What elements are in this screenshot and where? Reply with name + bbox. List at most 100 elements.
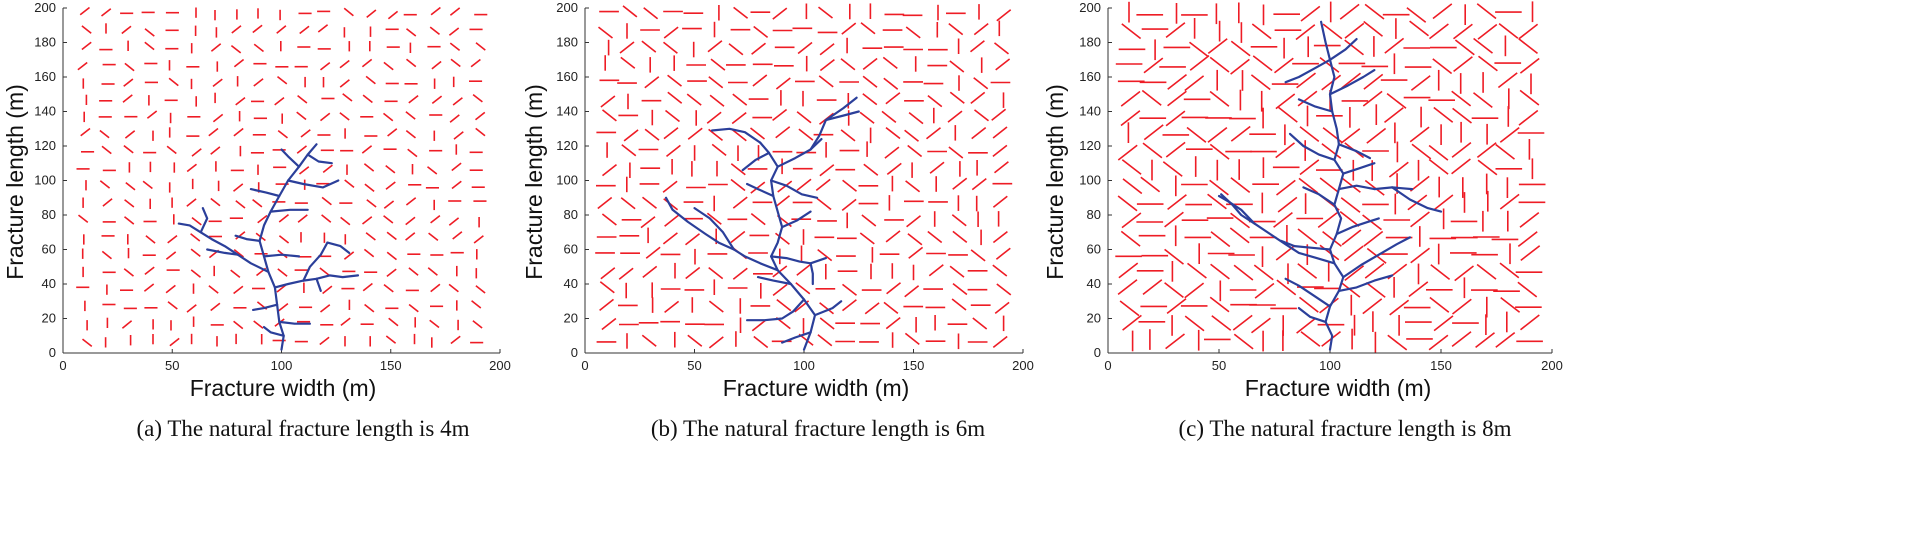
natural-fracture [1454,265,1474,282]
natural-fracture [125,181,136,191]
natural-fracture [1476,263,1497,280]
natural-fracture [366,9,377,19]
natural-fracture [947,110,963,123]
natural-fracture [386,231,397,241]
natural-fracture [952,230,968,244]
natural-fracture [144,41,155,51]
natural-fracture [1120,90,1141,107]
natural-fracture [859,232,875,245]
natural-fracture [1364,179,1385,196]
natural-fracture [252,24,263,34]
natural-fracture [772,7,788,20]
natural-fracture [883,301,899,315]
natural-fracture [257,214,268,224]
natural-fracture-field [76,6,488,348]
natural-fracture [1253,264,1274,281]
natural-fracture [1207,126,1228,143]
natural-fracture [1454,39,1475,56]
y-tick-label: 200 [1079,0,1101,15]
hydraulic-fracture-branch [315,277,322,292]
natural-fracture [1497,72,1518,89]
natural-fracture [1143,124,1164,141]
natural-fracture [145,235,156,244]
natural-fracture [1233,264,1254,281]
natural-fracture [1210,231,1231,248]
natural-fracture [451,180,462,190]
natural-fracture [320,61,331,71]
natural-fracture [208,127,219,137]
natural-fracture [709,94,725,107]
natural-fracture [1384,37,1405,54]
natural-fracture [1340,281,1361,298]
natural-fracture [775,232,790,245]
hydraulic-fracture-branch [809,262,814,286]
hydraulic-fracture-branch [1391,186,1443,213]
natural-fracture [407,148,418,158]
natural-fracture [1142,279,1163,296]
natural-fracture [1143,57,1164,74]
natural-fracture [1499,262,1520,279]
natural-fracture [992,335,1008,349]
natural-fracture [385,164,396,174]
natural-fracture [339,59,350,69]
natural-fracture [79,6,90,16]
natural-fracture [405,232,416,241]
natural-fracture [973,22,989,36]
natural-fracture [1495,331,1516,348]
natural-fracture [322,164,333,174]
natural-fracture [431,95,443,105]
x-tick-label: 100 [271,358,293,373]
natural-fracture [1142,142,1163,159]
natural-fracture [994,42,1009,55]
natural-fracture [296,111,307,121]
natural-fracture [81,41,92,51]
natural-fracture [472,93,483,103]
natural-fracture-field [1115,1,1546,353]
natural-fracture [753,335,769,349]
natural-fracture [859,111,875,124]
natural-fracture [731,111,747,125]
natural-fracture [1186,126,1207,143]
hydraulic-fracture-branch [1220,193,1336,265]
hydraulic-fracture-branch [234,234,261,242]
natural-fracture [906,215,921,228]
natural-fracture [1321,143,1342,159]
natural-fracture [1451,331,1472,348]
natural-fracture [190,233,201,242]
natural-fracture [994,161,1009,174]
natural-fracture [364,303,375,313]
natural-fracture [427,166,438,175]
natural-fracture [1433,106,1454,123]
natural-fracture [1230,177,1251,194]
natural-fracture [1519,211,1540,228]
hydraulic-fracture-branch [780,210,812,229]
natural-fracture [99,129,110,139]
natural-fracture [475,127,486,137]
natural-fracture [797,41,813,55]
natural-fracture [448,27,460,36]
natural-fracture [1230,40,1251,57]
natural-fracture [165,251,177,260]
natural-fracture [1254,282,1275,299]
natural-fracture [475,111,486,121]
natural-fracture [687,334,703,347]
y-tick-label: 80 [564,207,578,222]
plot-area: 0 50 100 150 200 0 20 40 60 80 100 120 140 160 180 200 [1079,0,1563,373]
natural-fracture [706,111,722,124]
hydraulic-fracture-branch [745,182,775,198]
natural-fracture [732,267,748,280]
natural-fracture [210,146,221,155]
hydraulic-fracture-branch [1342,162,1376,175]
y-tick-label: 40 [1087,276,1101,291]
natural-fracture [144,266,155,276]
natural-fracture [1209,143,1230,160]
natural-fracture [842,299,857,312]
natural-fracture [429,319,440,329]
natural-fracture [383,112,394,122]
natural-fracture [123,268,134,277]
hydraulic-fracture-branch [759,141,817,351]
natural-fracture [299,166,310,175]
panel-c: 0 50 100 150 200020406080100120140160180200 … [1042,0,1563,441]
natural-fracture [405,197,417,206]
natural-fracture [1389,299,1410,316]
